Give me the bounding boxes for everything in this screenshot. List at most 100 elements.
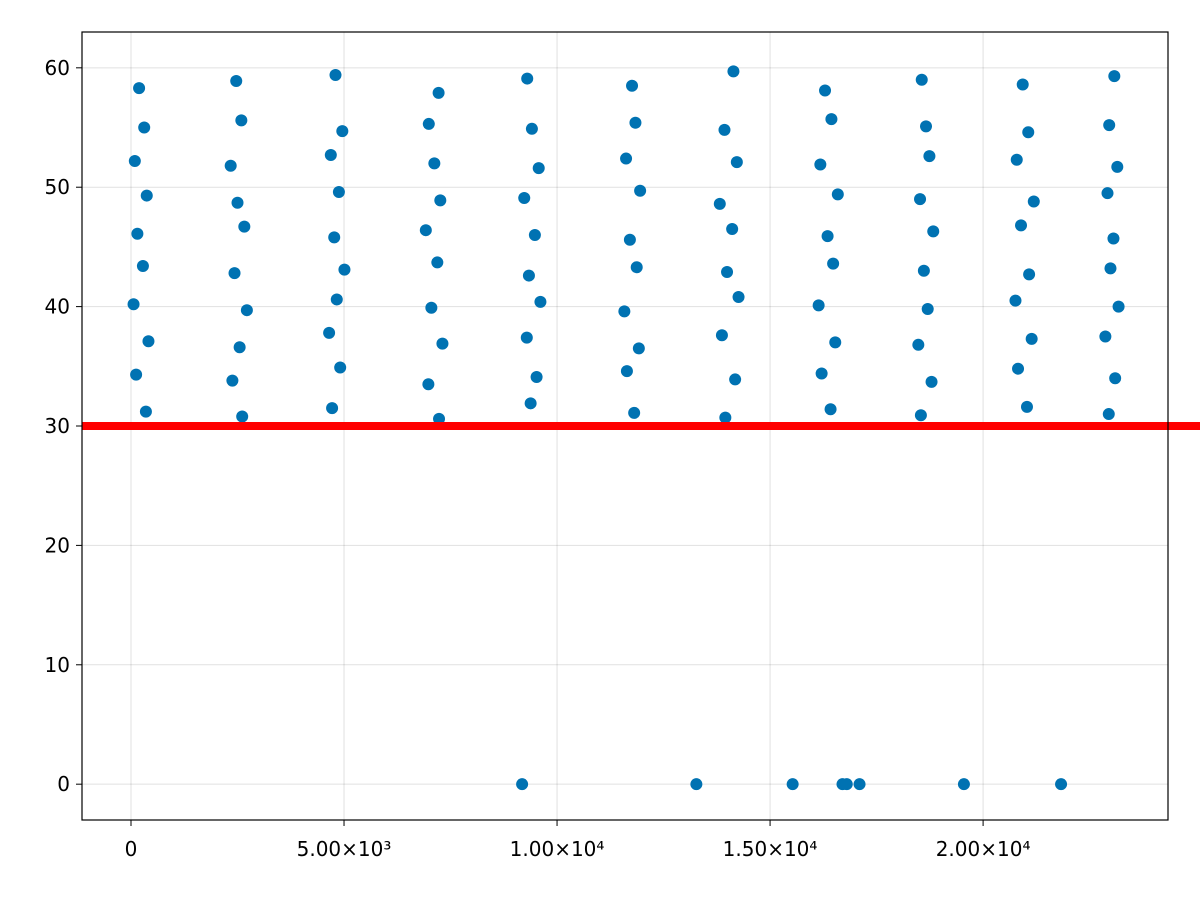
point (131, 227, 144, 240)
y-tick-label: 40 (45, 295, 70, 319)
point (1027, 195, 1040, 208)
y-tick-label: 60 (45, 56, 70, 80)
point (620, 152, 633, 165)
point (831, 188, 844, 201)
point (224, 159, 237, 172)
point (431, 256, 444, 269)
x-tick-label: 1.00×10⁴ (510, 837, 605, 861)
point (1108, 70, 1121, 83)
point (532, 162, 545, 175)
point (323, 326, 336, 339)
point (140, 189, 153, 202)
point (1009, 294, 1022, 307)
point (235, 114, 248, 127)
point (727, 65, 740, 78)
point (715, 329, 728, 342)
point (915, 73, 928, 86)
point (920, 120, 933, 133)
point (618, 305, 631, 318)
point (1012, 362, 1025, 375)
point (240, 304, 253, 317)
point (632, 342, 645, 355)
point (328, 231, 341, 244)
point (840, 778, 853, 791)
point (228, 267, 241, 280)
point (330, 293, 343, 306)
point (432, 86, 445, 99)
point (238, 220, 251, 233)
point (812, 299, 825, 312)
point (1101, 187, 1114, 200)
point (730, 156, 743, 169)
point (231, 196, 244, 209)
point (1103, 119, 1116, 132)
point (1016, 78, 1029, 91)
x-tick-label: 0 (125, 837, 138, 861)
point (338, 263, 351, 276)
point (1022, 126, 1035, 139)
y-tick-label: 0 (57, 772, 70, 796)
point (521, 72, 534, 85)
point (921, 302, 934, 315)
point (713, 197, 726, 210)
point (815, 367, 828, 380)
point (1109, 372, 1122, 385)
point (1010, 153, 1023, 166)
point (729, 373, 742, 386)
point (819, 84, 832, 97)
point (136, 260, 149, 273)
point (827, 257, 840, 270)
point (1025, 332, 1038, 345)
point (522, 269, 535, 282)
point (530, 371, 543, 384)
x-tick-label: 1.50×10⁴ (723, 837, 818, 861)
point (721, 265, 734, 278)
point (620, 365, 633, 378)
point (629, 116, 642, 129)
point (923, 150, 936, 163)
point (912, 338, 925, 351)
point (518, 191, 531, 204)
x-tick-label: 2.00×10⁴ (936, 837, 1031, 861)
point (1055, 778, 1068, 791)
point (628, 406, 641, 419)
point (925, 375, 938, 388)
point (719, 411, 732, 424)
point (425, 301, 438, 314)
point (525, 122, 538, 135)
point (634, 184, 647, 197)
point (528, 228, 541, 241)
point (436, 337, 449, 350)
y-tick-label: 30 (45, 414, 70, 438)
point (138, 121, 151, 134)
point (130, 368, 143, 381)
point (419, 224, 432, 237)
point (825, 113, 838, 126)
point (690, 778, 703, 791)
point (524, 397, 537, 410)
point (433, 412, 446, 425)
point (516, 778, 529, 791)
point (142, 335, 155, 348)
x-tick-label: 5.00×10³ (297, 837, 392, 861)
point (128, 154, 141, 167)
point (422, 378, 435, 391)
point (914, 409, 927, 422)
point (824, 403, 837, 416)
point (1111, 160, 1124, 173)
point (814, 158, 827, 171)
point (139, 405, 152, 418)
point (127, 298, 140, 311)
y-tick-label: 10 (45, 653, 70, 677)
point (732, 291, 745, 304)
point (326, 402, 339, 415)
point (534, 295, 547, 308)
point (233, 341, 246, 354)
point (1104, 262, 1117, 275)
y-tick-label: 20 (45, 533, 70, 557)
point (1099, 330, 1112, 343)
point (334, 361, 347, 374)
point (786, 778, 799, 791)
